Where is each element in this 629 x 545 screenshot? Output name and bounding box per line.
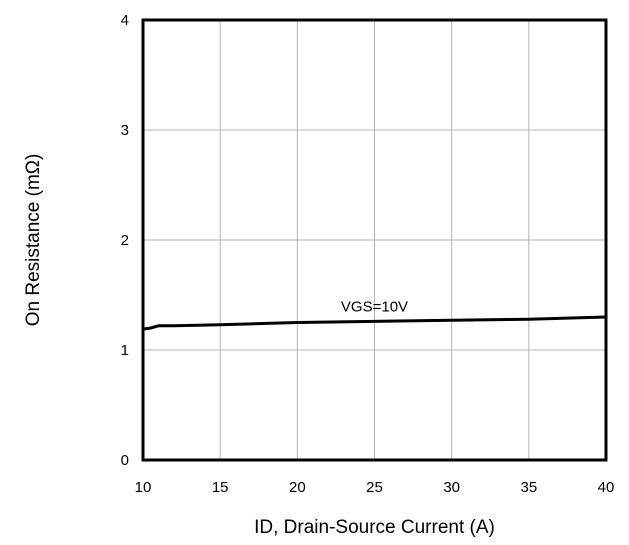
x-tick-label: 20 (289, 479, 306, 496)
x-tick-label: 25 (366, 479, 383, 496)
x-tick-label: 35 (520, 479, 537, 496)
y-tick-label: 2 (121, 232, 129, 249)
y-tick-label: 3 (121, 122, 129, 139)
series-layer (142, 315, 607, 331)
series-line (142, 315, 607, 331)
x-tick-label: 30 (443, 479, 460, 496)
y-tick-label: 4 (121, 12, 129, 29)
series-annotation: VGS=10V (341, 299, 408, 316)
annotation-layer: VGS=10V (341, 299, 408, 316)
grid (143, 20, 606, 460)
y-tick-labels: 0 1 2 3 4 (121, 12, 129, 469)
plot-frame (141, 18, 608, 462)
x-tick-label: 10 (135, 479, 152, 496)
y-axis-title: On Resistance (mΩ) (23, 154, 44, 327)
x-tick-label: 15 (212, 479, 229, 496)
y-tick-label: 1 (121, 342, 129, 359)
x-axis-title: ID, Drain-Source Current (A) (254, 517, 495, 538)
x-tick-label: 40 (598, 479, 615, 496)
x-tick-labels: 10 15 20 25 30 35 40 (135, 479, 615, 496)
y-tick-label: 0 (121, 452, 129, 469)
